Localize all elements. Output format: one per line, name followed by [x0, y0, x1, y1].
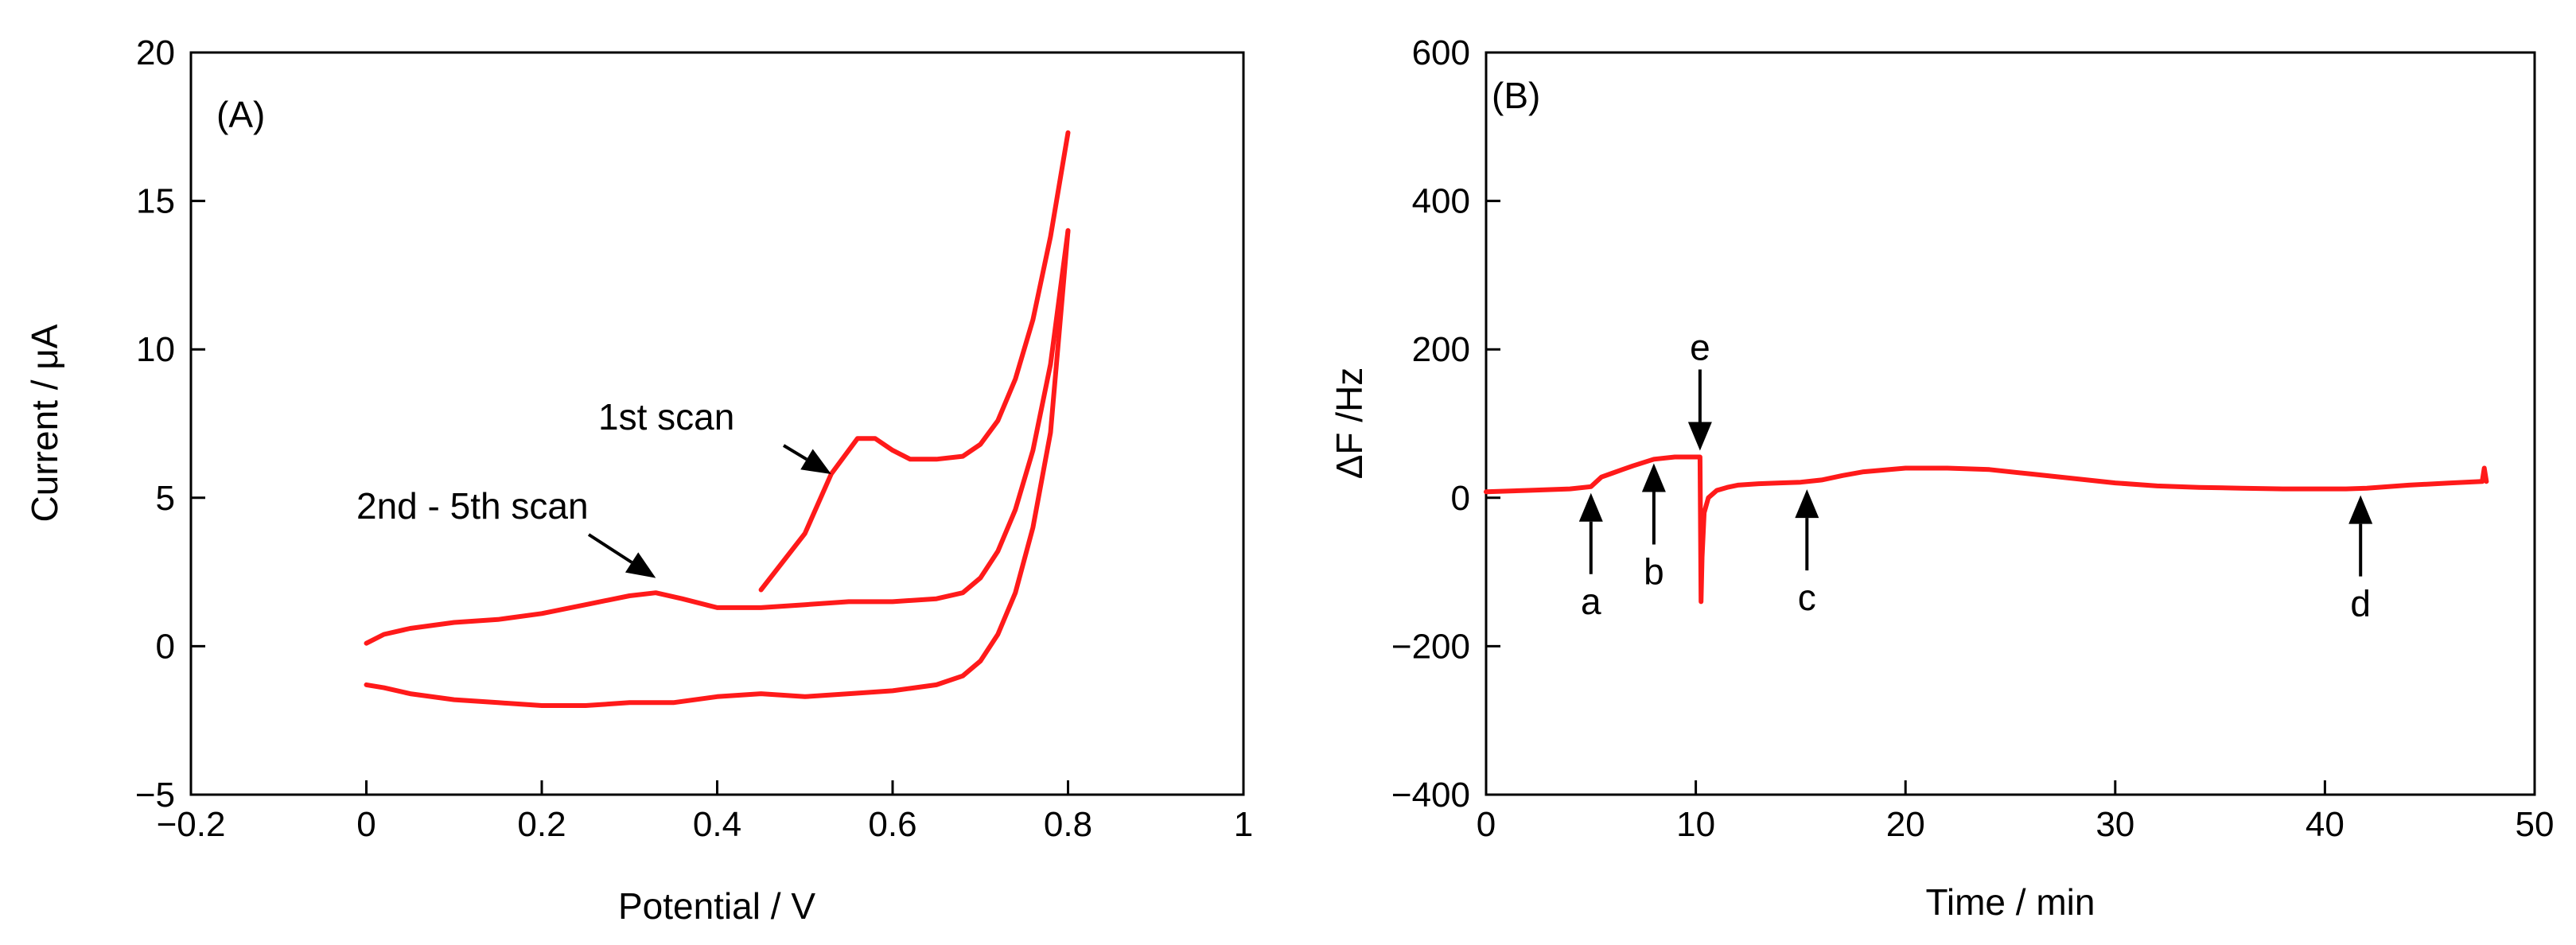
x-tick-label: 20	[1886, 805, 1925, 844]
x-tick-label: 0	[1477, 805, 1496, 844]
y-tick-label: 5	[156, 479, 175, 518]
panel-a-x-axis-title: Potential / V	[618, 885, 815, 927]
x-tick-label: −0.2	[157, 805, 226, 844]
y-tick-label: 20	[136, 33, 175, 72]
annotation-event-d: d	[2350, 583, 2371, 624]
panel-a-annotations: 1st scan 2nd - 5th scan	[356, 396, 831, 578]
annotation-event-b: b	[1644, 550, 1664, 592]
panel-b-x-axis-title: Time / min	[1926, 881, 2095, 923]
panel-a: −0.2 0 0.2 0.4 0.6 0.8 1 −5 0 5 10 15 20 1st scan 2n…	[24, 33, 1253, 927]
annotation-1st-scan: 1st scan	[598, 396, 734, 438]
x-tick-label: 0	[356, 805, 376, 844]
panel-a-y-ticks: −5 0 5 10 15 20	[135, 33, 205, 815]
annotation-2nd-5th-scan-arrow-head	[625, 552, 656, 578]
panel-b: 0 10 20 30 40 50 −400 −200 0 200 400 600 a b e c d (B)…	[1329, 33, 2554, 923]
y-tick-label: 600	[1412, 33, 1470, 72]
y-tick-label: −400	[1391, 776, 1470, 815]
panel-b-series	[1484, 454, 2489, 605]
x-tick-label: 0.2	[517, 805, 566, 844]
panel-b-y-axis-title: ΔF /Hz	[1329, 368, 1370, 480]
annotation-event-a: a	[1581, 581, 1601, 622]
annotation-2nd-5th-scan: 2nd - 5th scan	[356, 485, 589, 527]
panel-b-plot-frame	[1485, 51, 2536, 796]
annotation-event-c-arrow-head	[1795, 489, 1819, 519]
annotation-1st-scan-arrow-shaft	[782, 444, 807, 461]
annotation-event-a-arrow-head	[1578, 492, 1603, 522]
panel-a-series	[364, 130, 1071, 708]
y-tick-label: −200	[1391, 627, 1470, 666]
panel-b-annotations: a b e c d	[1578, 326, 2373, 624]
panel-b-y-ticks: −400 −200 0 200 400 600	[1391, 33, 1500, 815]
y-tick-label: 10	[136, 330, 175, 369]
y-tick-label: 15	[136, 182, 175, 221]
panel-a-label: (A)	[216, 94, 265, 135]
panel-b-x-ticks: 0 10 20 30 40 50	[1477, 780, 2555, 844]
y-tick-label: 200	[1412, 330, 1470, 369]
series-line-2	[364, 228, 1071, 646]
y-tick-label: 0	[1451, 479, 1470, 518]
x-tick-label: 40	[2306, 805, 2344, 844]
panel-a-x-ticks: −0.2 0 0.2 0.4 0.6 0.8 1	[157, 780, 1253, 844]
x-tick-label: 10	[1676, 805, 1715, 844]
panel-a-y-axis-title: Current / μA	[24, 324, 65, 522]
annotation-2nd-5th-scan-arrow-shaft	[587, 533, 633, 564]
series-line-1	[1484, 454, 2489, 605]
annotation-event-b-arrow-head	[1641, 463, 1666, 492]
x-tick-label: 50	[2516, 805, 2555, 844]
series-line-3	[364, 228, 1071, 708]
x-tick-label: 1	[1234, 805, 1253, 844]
y-tick-label: 400	[1412, 182, 1470, 221]
x-tick-label: 0.6	[868, 805, 916, 844]
annotation-event-e: e	[1690, 326, 1710, 368]
annotation-event-c: c	[1798, 577, 1816, 618]
x-tick-label: 30	[2095, 805, 2134, 844]
annotation-event-d-arrow-head	[2348, 495, 2373, 524]
x-tick-label: 0.4	[693, 805, 741, 844]
y-tick-label: −5	[135, 776, 175, 815]
annotation-1st-scan-arrow-head	[800, 449, 831, 474]
panel-b-label: (B)	[1492, 75, 1540, 116]
series-line-1	[758, 130, 1071, 593]
x-tick-label: 0.8	[1044, 805, 1092, 844]
y-tick-label: 0	[156, 627, 175, 666]
annotation-event-e-arrow-head	[1687, 422, 1712, 451]
